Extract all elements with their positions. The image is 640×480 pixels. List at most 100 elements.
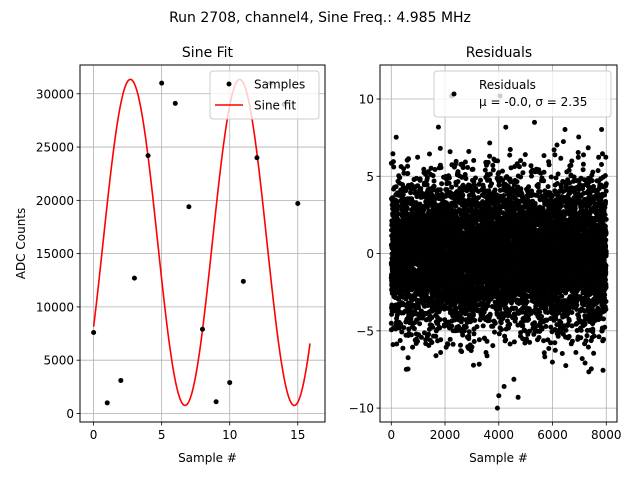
residual-point [397, 175, 403, 181]
sample-point [200, 326, 205, 332]
residual-point [447, 149, 453, 155]
residual-point [513, 316, 518, 322]
residual-point [417, 201, 423, 207]
residual-point [437, 187, 443, 193]
residual-point [424, 175, 430, 181]
sine-fit-y-tick-label: 30000 [36, 87, 74, 101]
residual-point [503, 337, 509, 343]
sample-point [159, 80, 165, 86]
residual-point [433, 353, 439, 359]
residual-point [516, 164, 522, 170]
residual-point [406, 156, 411, 162]
residual-point [394, 341, 400, 347]
residual-point [487, 153, 493, 159]
sine-fit-panel: Sine Fit 0 5 10 150500010000150002000025000… [14, 45, 326, 465]
residual-point [393, 134, 399, 140]
residual-point [429, 315, 435, 321]
residual-point [476, 337, 482, 343]
residual-point [418, 334, 424, 340]
residual-point [441, 323, 447, 329]
residual-point [422, 330, 427, 336]
residual-point [484, 338, 490, 344]
residual-point [424, 182, 430, 187]
residual-point [463, 176, 469, 182]
sine-fit-x-tick-label: 0 [90, 428, 98, 442]
sine-fit-xlabel: Sample # [178, 451, 237, 465]
residual-point [400, 192, 406, 198]
sample-point [227, 380, 233, 386]
sine-fit-ylabel: ADC Counts [14, 208, 28, 280]
sine-fit-x-tick-label: 5 [158, 428, 166, 442]
residual-point [435, 124, 441, 130]
residual-point [430, 173, 436, 179]
residual-point [433, 333, 439, 339]
residual-point [469, 344, 475, 350]
residual-point [472, 317, 478, 323]
residual-point [496, 182, 502, 188]
residual-point [455, 179, 461, 185]
residual-point [415, 154, 421, 160]
residual-point [449, 184, 455, 190]
residual-point [418, 308, 424, 314]
residual-point [455, 169, 461, 175]
sine-fit-marks [91, 78, 311, 407]
residual-point [439, 181, 445, 187]
residual-point [511, 376, 517, 382]
residual-point [471, 158, 477, 163]
sine-fit-x-tick-label: 10 [222, 428, 237, 442]
residual-point [431, 178, 437, 184]
residual-point [458, 342, 463, 348]
residual-point [417, 321, 423, 327]
sine-fit-y-tick-label: 15000 [36, 247, 74, 261]
residual-point [415, 338, 420, 344]
residual-point [399, 329, 405, 335]
residual-point [401, 166, 407, 172]
residual-point [396, 211, 401, 217]
residual-point [427, 151, 432, 157]
residual-point [518, 174, 524, 180]
residual-point [490, 343, 496, 349]
residual-point [445, 342, 451, 347]
residual-point [405, 163, 411, 169]
sine-fit-line [92, 78, 311, 407]
residual-point [496, 331, 502, 337]
residual-point [465, 165, 471, 170]
residual-point [418, 186, 424, 192]
sample-point [213, 399, 219, 405]
residual-point [426, 343, 432, 348]
residual-point [476, 361, 482, 367]
residual-point [460, 165, 466, 171]
sample-point [295, 201, 301, 207]
residual-point [487, 311, 493, 317]
residual-point [466, 149, 472, 154]
sine-fit-y-tick-label: 25000 [36, 141, 74, 155]
residual-point [438, 350, 444, 355]
residual-point [515, 394, 521, 400]
residual-point [405, 366, 411, 372]
residuals-title: Residuals [466, 45, 532, 61]
residual-point [405, 171, 411, 176]
residual-point [426, 331, 432, 337]
residual-point [490, 167, 496, 173]
residual-point [428, 165, 434, 171]
residual-point [490, 162, 496, 168]
residual-point [473, 175, 478, 181]
residual-point [405, 355, 411, 361]
sine-fit-y-tick-label: 5000 [43, 354, 74, 368]
residual-point [492, 187, 498, 193]
residual-point [397, 338, 403, 343]
residual-point [466, 329, 472, 335]
sine-fit-x-tick-label: 15 [290, 428, 305, 442]
residual-point [395, 204, 401, 210]
residual-point [438, 337, 444, 343]
residual-point [417, 176, 423, 182]
residual-point [478, 177, 483, 183]
sample-point [186, 204, 192, 210]
residual-point [438, 165, 444, 171]
residual-point [500, 168, 505, 174]
residual-point [435, 320, 441, 326]
residual-point [486, 318, 492, 324]
